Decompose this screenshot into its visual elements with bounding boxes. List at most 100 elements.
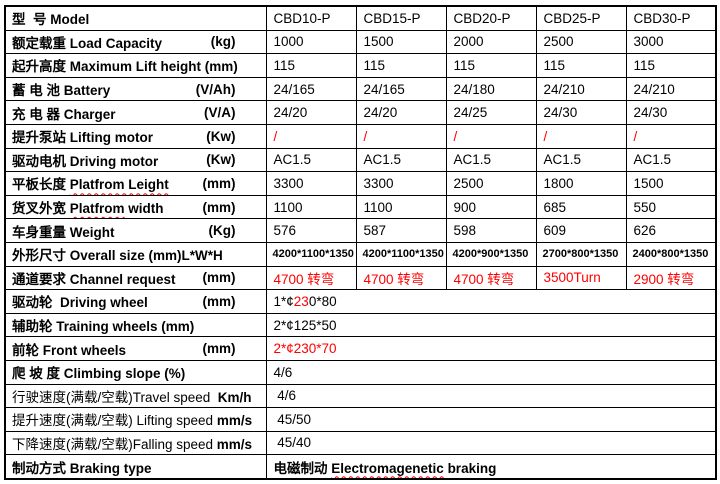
text-segment: AC1.5 [273, 152, 312, 168]
text-segment: braking [443, 460, 497, 476]
spec-table-body: 型 号 Model CBD10-P CBD15-P CBD20-P CBD25-P CBD… [4, 5, 717, 480]
text-segment: 609 [543, 223, 567, 239]
row-label-text: 通道要求 Channel request [12, 268, 176, 288]
cell-value: 24/20 [265, 100, 357, 125]
cell-value: / [265, 123, 357, 149]
text-segment: 外形尺寸 Overall size (mm)L*W*H [12, 248, 223, 264]
unit-label: (Kw) [206, 128, 236, 144]
row-label: 通道要求 Channel request (mm) [4, 265, 267, 291]
cell-value: 4700 转弯 [265, 265, 357, 291]
cell-value: 115 [355, 53, 447, 78]
table-row: 额定载重 Load Capacity (kg) 1000 1500 2000 2500 30… [4, 29, 717, 55]
cell-value: / [535, 123, 627, 149]
text-segment: 1800 [543, 175, 574, 191]
unit-label: (mm) [202, 293, 236, 309]
text-segment: CBD20-P [453, 10, 511, 26]
text-segment: CBD25-P [543, 10, 601, 26]
cell-value: 115 [265, 53, 357, 78]
row-label-text: 车身重量 Weight [12, 221, 115, 241]
unit-label: (mm) [202, 341, 236, 357]
row-label-text: 提升速度(满载/空载) Lifting speed mm/s [12, 409, 252, 429]
row-label: 充 电 器 Charger (V/A) [4, 100, 267, 125]
row-label-text: 驱动电机 Driving motor [12, 150, 158, 170]
table-row: 平板长度 Platfrom Leight (mm) 3300 3300 2500 1800… [4, 171, 717, 196]
cell-value: / [445, 123, 537, 149]
text-segment: 起升高度 Maximum Lift height (mm) [12, 59, 238, 75]
model-name-cell: CBD10-P [265, 5, 357, 31]
text-segment: 2500 [543, 34, 574, 50]
text-segment: 行驶速度(满载/空载)Travel speed [12, 389, 218, 405]
cell-value: 24/210 [535, 76, 627, 102]
model-name-cell: CBD30-P [625, 5, 717, 31]
table-row: 车身重量 Weight (Kg) 576 587 598 609 626 [4, 218, 717, 243]
text-segment: 2700*800*1350 [542, 248, 619, 261]
text-segment: CBD30-P [633, 10, 691, 26]
cell-value: / [625, 123, 717, 149]
text-segment: 115 [633, 57, 656, 73]
row-label-text: 制动方式 Braking type [12, 457, 152, 477]
unit-label: (mm) [202, 270, 236, 286]
text-segment: Platfrom Leight [69, 177, 169, 193]
text-segment: AC1.5 [543, 152, 582, 168]
row-label-text: 充 电 器 Charger [12, 103, 116, 123]
row-label: 平板长度 Platfrom Leight (mm) [4, 171, 267, 196]
cell-value: 609 [535, 218, 627, 243]
row-label: 爬 坡 度 Climbing slope (%) [4, 359, 267, 385]
text-segment: 550 [633, 199, 657, 215]
text-segment: 115 [363, 57, 386, 73]
cell-value: 4700 转弯 [445, 265, 537, 291]
cell-value: 598 [445, 218, 537, 243]
row-label-text: 前轮 Front wheels [12, 339, 126, 359]
row-label: 型 号 Model [4, 5, 267, 31]
cell-value: 2500 [445, 171, 537, 196]
row-label: 蓄 电 池 Battery (V/Ah) [4, 76, 267, 102]
text-segment: AC1.5 [453, 152, 492, 168]
unit-label: (Kg) [208, 223, 236, 239]
text-segment: 制动方式 Braking type [12, 460, 152, 476]
row-label-text: 额定载重 Load Capacity [12, 32, 162, 52]
row-label-text: 下降速度(满载/空载)Falling speed mm/s [12, 433, 252, 453]
table-row: 辅助轮 Training wheels (mm) 2*¢125*50 [4, 312, 717, 338]
text-segment: 45/50 [273, 411, 312, 427]
cell-value: 550 [625, 194, 717, 220]
table-row: 提升速度(满载/空载) Lifting speed mm/s 45/50 [4, 407, 717, 432]
text-segment: 685 [543, 199, 567, 215]
text-segment: 24/210 [543, 81, 585, 97]
text-segment: 货叉外宽 [12, 201, 70, 217]
cell-value: 4700 转弯 [355, 265, 447, 291]
cell-value-span: 45/50 [265, 407, 717, 432]
text-segment: 1000 [273, 34, 304, 50]
cell-value: 1800 [535, 171, 627, 196]
table-row: 制动方式 Braking type 电磁制动 Electromagenetic b… [4, 454, 717, 480]
text-segment: 型 号 Model [12, 12, 90, 28]
unit-label: (mm) [202, 199, 236, 215]
text-segment: 1500 [633, 175, 664, 191]
text-segment: 驱动电机 Driving motor [12, 153, 159, 169]
text-segment: 提升速度(满载/空载) Lifting speed [12, 413, 217, 429]
row-label-text: 货叉外宽 Platfrom width [12, 197, 164, 217]
table-row: 充 电 器 Charger (V/A) 24/20 24/20 24/25 24/30 24… [4, 100, 717, 125]
text-segment: 3300 [273, 175, 304, 191]
text-segment: 1100 [363, 199, 393, 215]
text-segment: 3500Turn [543, 270, 601, 286]
cell-value: 4200*900*1350 [445, 241, 537, 267]
text-segment: 24/20 [273, 105, 308, 121]
text-segment: 23 [293, 293, 309, 309]
text-segment: Platfrom [69, 201, 125, 217]
table-row: 驱动电机 Driving motor (Kw) AC1.5 AC1.5 AC1.5 AC1… [4, 147, 717, 173]
text-segment: 626 [633, 223, 657, 239]
text-segment: 24/165 [363, 81, 405, 97]
cell-value: / [355, 123, 447, 149]
text-segment: 4/6 [273, 388, 297, 404]
text-segment: 24/25 [453, 105, 488, 121]
table-row: 提升泵站 Lifting motor (Kw) / / / / / [4, 123, 717, 149]
cell-value: 3300 [265, 171, 357, 196]
model-name-cell: CBD20-P [445, 5, 537, 31]
text-segment: 平板长度 [12, 177, 70, 193]
cell-value-span: 2*¢230*70 [265, 336, 717, 361]
text-segment: 587 [363, 223, 387, 239]
text-segment: 4200*1100*1350 [272, 248, 354, 261]
text-segment: 2400*800*1350 [632, 248, 709, 261]
cell-value: 2500 [535, 29, 627, 55]
cell-value: 24/30 [535, 100, 627, 125]
